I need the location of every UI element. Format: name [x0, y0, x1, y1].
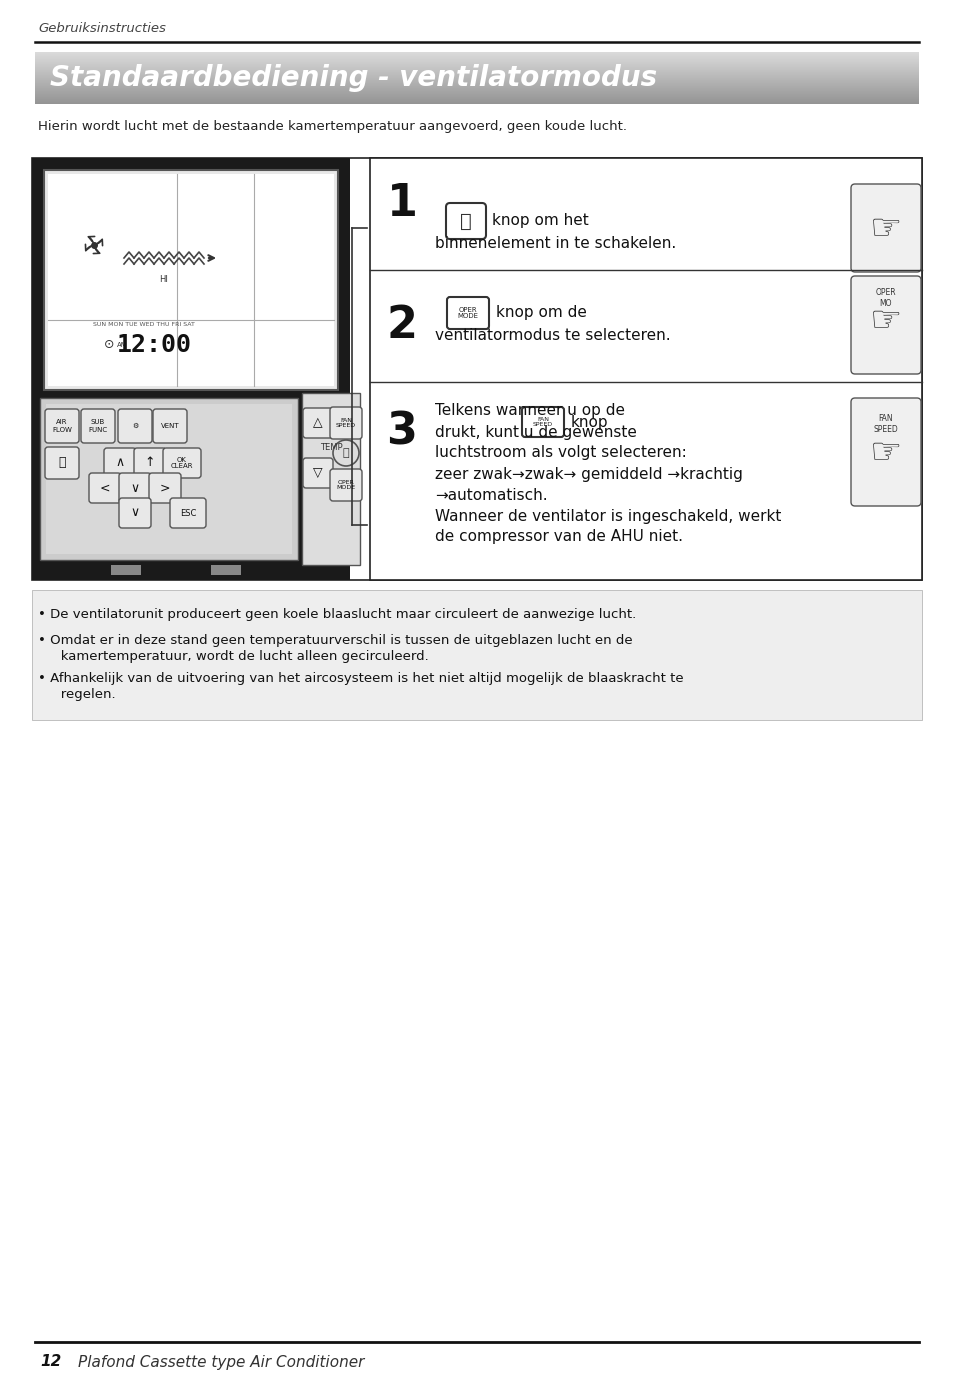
FancyBboxPatch shape [303, 407, 333, 438]
Text: SUN MON TUE WED THU FRI SAT: SUN MON TUE WED THU FRI SAT [93, 322, 194, 328]
Text: ⏻: ⏻ [342, 448, 349, 458]
Text: knop om het: knop om het [492, 213, 588, 228]
Text: de compressor van de AHU niet.: de compressor van de AHU niet. [435, 529, 682, 545]
Text: • Afhankelijk van de uitvoering van het aircosysteem is het niet altijd mogelijk: • Afhankelijk van de uitvoering van het … [38, 672, 683, 685]
FancyBboxPatch shape [447, 297, 489, 329]
Text: ⚙: ⚙ [132, 423, 138, 428]
FancyBboxPatch shape [163, 448, 201, 477]
Text: FAN
SPEED: FAN SPEED [533, 417, 553, 427]
Text: binnenelement in te schakelen.: binnenelement in te schakelen. [435, 235, 676, 251]
FancyBboxPatch shape [152, 409, 187, 442]
Text: ∨: ∨ [131, 482, 139, 494]
FancyBboxPatch shape [149, 473, 181, 503]
Text: Standaardbediening - ventilatormodus: Standaardbediening - ventilatormodus [50, 64, 657, 92]
Text: ∧: ∧ [115, 456, 125, 469]
FancyBboxPatch shape [446, 203, 485, 239]
Text: OPER
MO: OPER MO [875, 288, 896, 308]
Bar [44, 169, 337, 391]
FancyBboxPatch shape [133, 448, 166, 477]
Text: Hierin wordt lucht met de bestaande kamertemperatuur aangevoerd, geen koude luch: Hierin wordt lucht met de bestaande kame… [38, 120, 626, 133]
Bar [370, 158, 921, 580]
Text: 3: 3 [386, 410, 417, 454]
FancyBboxPatch shape [104, 448, 136, 477]
Text: ☞: ☞ [869, 435, 902, 469]
FancyBboxPatch shape [119, 498, 151, 528]
FancyBboxPatch shape [330, 407, 361, 440]
FancyBboxPatch shape [45, 447, 79, 479]
Text: Wanneer de ventilator is ingeschakeld, werkt: Wanneer de ventilator is ingeschakeld, w… [435, 508, 781, 524]
Text: ☞: ☞ [869, 302, 902, 337]
FancyBboxPatch shape [118, 409, 152, 442]
Text: knop: knop [571, 414, 608, 430]
Text: ventilatormodus te selecteren.: ventilatormodus te selecteren. [435, 328, 670, 343]
Bar [211, 566, 241, 575]
Text: 2: 2 [386, 305, 417, 347]
FancyBboxPatch shape [89, 473, 121, 503]
Text: △: △ [313, 417, 322, 430]
Text: ⏻: ⏻ [459, 211, 472, 231]
Bar [111, 566, 141, 575]
FancyBboxPatch shape [81, 409, 115, 442]
FancyBboxPatch shape [521, 407, 563, 437]
Text: SUB
FUNC: SUB FUNC [89, 420, 108, 433]
Text: <: < [100, 482, 111, 494]
Text: AIR
FLOW: AIR FLOW [52, 420, 71, 433]
Text: ↑: ↑ [145, 456, 155, 469]
Text: zeer zwak→zwak→ gemiddeld →krachtig: zeer zwak→zwak→ gemiddeld →krachtig [435, 466, 742, 482]
Text: FAN
SPEED: FAN SPEED [335, 417, 355, 428]
FancyBboxPatch shape [850, 398, 920, 505]
Text: ☞: ☞ [869, 211, 902, 245]
FancyBboxPatch shape [119, 473, 151, 503]
Bar [40, 398, 297, 560]
Text: ⊙: ⊙ [104, 339, 114, 351]
Text: HI: HI [159, 276, 169, 284]
Text: 1: 1 [386, 182, 417, 225]
FancyBboxPatch shape [850, 183, 920, 272]
FancyBboxPatch shape [170, 498, 206, 528]
Text: ⏻: ⏻ [58, 456, 66, 469]
Text: • Omdat er in deze stand geen temperatuurverschil is tussen de uitgeblazen lucht: • Omdat er in deze stand geen temperatuu… [38, 634, 632, 647]
FancyBboxPatch shape [45, 409, 79, 442]
Bar [48, 174, 334, 386]
Text: AM: AM [117, 342, 128, 349]
Text: >: > [159, 482, 170, 494]
Text: drukt, kunt u de gewenste: drukt, kunt u de gewenste [435, 424, 637, 440]
Text: ▽: ▽ [313, 466, 322, 479]
FancyBboxPatch shape [303, 458, 333, 489]
Text: regelen.: regelen. [48, 687, 115, 701]
Text: kamertemperatuur, wordt de lucht alleen gecirculeerd.: kamertemperatuur, wordt de lucht alleen … [48, 650, 428, 664]
Text: VENT: VENT [160, 423, 179, 428]
Text: FAN
SPEED: FAN SPEED [873, 414, 898, 434]
Text: →automatisch.: →automatisch. [435, 487, 547, 503]
Text: OK
CLEAR: OK CLEAR [171, 456, 193, 469]
Text: ESC: ESC [179, 508, 196, 518]
Bar [302, 393, 359, 566]
Bar [32, 589, 921, 720]
FancyBboxPatch shape [850, 276, 920, 374]
Text: Gebruiksinstructies: Gebruiksinstructies [38, 21, 166, 35]
Text: 12:00: 12:00 [116, 333, 192, 357]
Text: Telkens wanneer u op de: Telkens wanneer u op de [435, 403, 624, 417]
Text: OPER
MODE: OPER MODE [457, 307, 478, 319]
Text: • De ventilatorunit produceert geen koele blaaslucht maar circuleert de aanwezig: • De ventilatorunit produceert geen koel… [38, 608, 636, 622]
FancyBboxPatch shape [330, 469, 361, 501]
Bar [32, 158, 921, 580]
Text: knop om de: knop om de [496, 305, 586, 321]
Text: luchtstroom als volgt selecteren:: luchtstroom als volgt selecteren: [435, 445, 686, 461]
Text: OPER
MODE: OPER MODE [336, 480, 355, 490]
Bar [32, 158, 350, 580]
Text: TEMP: TEMP [319, 444, 342, 452]
Text: Plafond Cassette type Air Conditioner: Plafond Cassette type Air Conditioner [78, 1355, 364, 1369]
Bar [46, 405, 292, 554]
Text: 12: 12 [40, 1355, 61, 1369]
Text: ∨: ∨ [131, 507, 139, 519]
